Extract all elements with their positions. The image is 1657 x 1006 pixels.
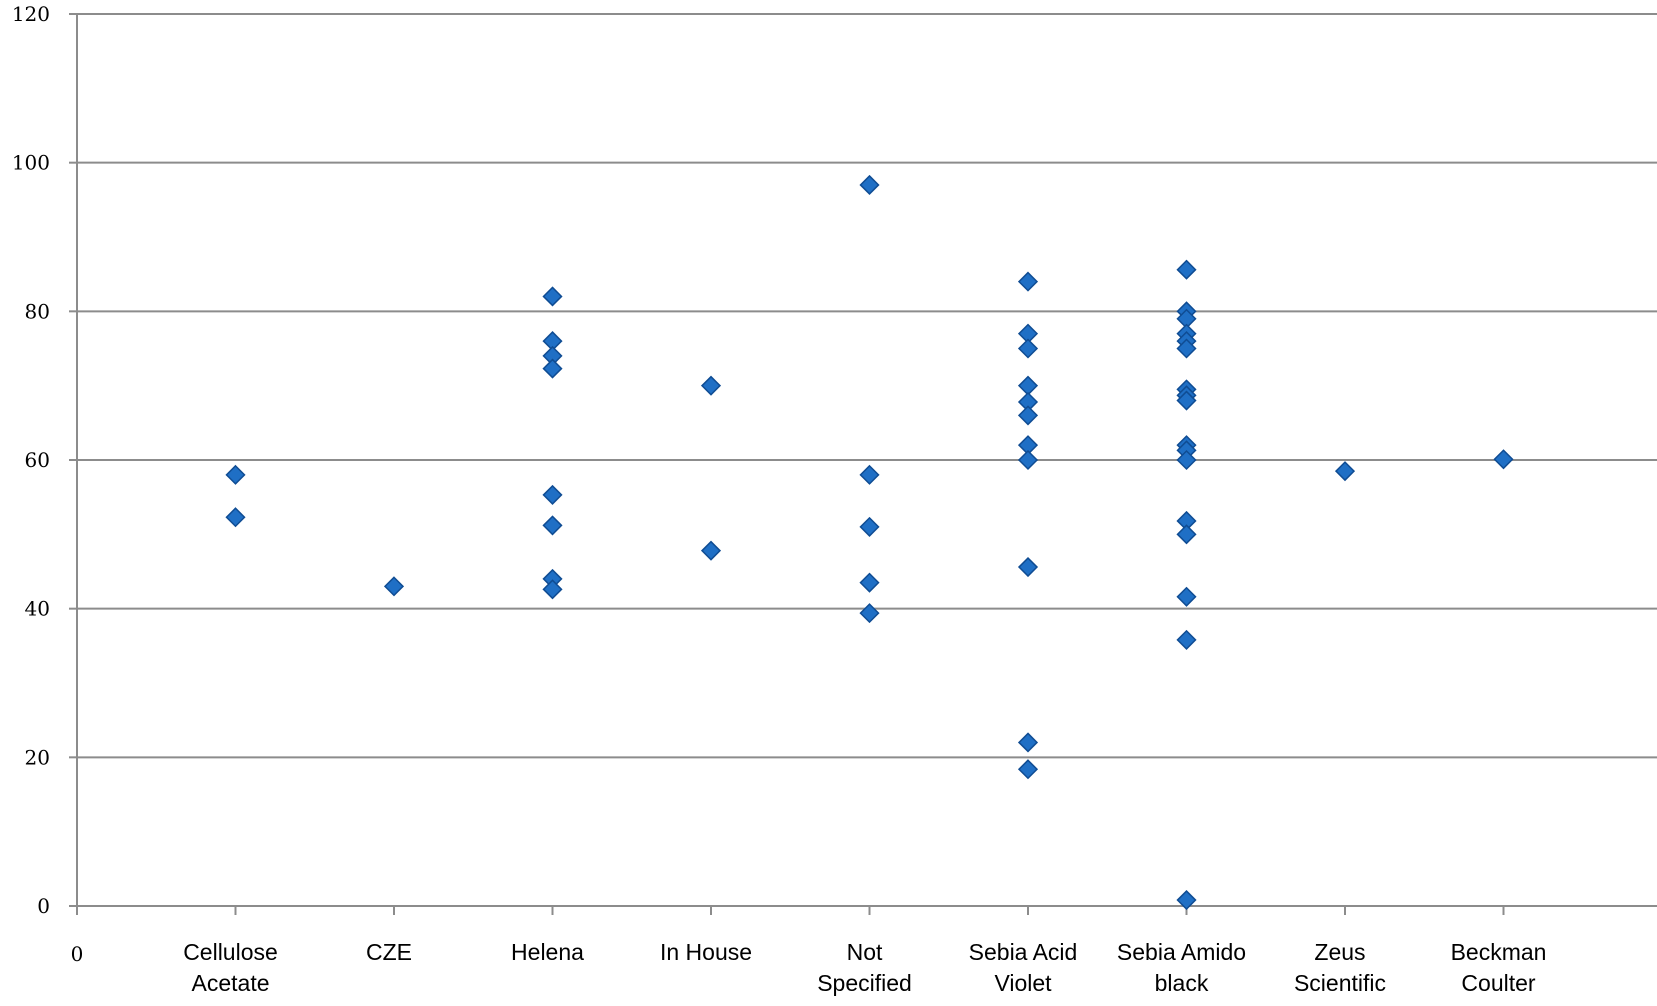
- y-tick-label: 80: [25, 299, 50, 323]
- data-point: [859, 603, 880, 624]
- x-category-label: Zeus: [1314, 939, 1365, 965]
- x-category-label: Beckman: [1451, 939, 1547, 965]
- data-point: [700, 375, 722, 396]
- data-point: [1334, 461, 1356, 482]
- x-tick-label-zero: 0: [71, 942, 84, 966]
- data-points: [225, 174, 1514, 911]
- data-point: [1017, 271, 1039, 292]
- data-point: [225, 507, 246, 528]
- data-point: [1176, 259, 1197, 280]
- y-tick-label: 40: [25, 597, 50, 621]
- data-point: [1176, 629, 1197, 650]
- data-point: [1017, 449, 1039, 471]
- x-category-label: Sebia Amido: [1117, 939, 1246, 965]
- y-tick-label: 60: [25, 448, 50, 472]
- data-point: [1176, 449, 1197, 471]
- data-point: [859, 516, 880, 537]
- x-category-label: black: [1155, 970, 1209, 996]
- data-point: [1017, 556, 1039, 578]
- x-category-label: In House: [660, 939, 752, 965]
- y-tick-labels: 0 20 40 60 80 100 120: [12, 2, 50, 918]
- data-point: [1017, 338, 1039, 359]
- y-tick-label: 120: [12, 2, 50, 26]
- data-point: [859, 464, 880, 485]
- data-point: [542, 358, 563, 379]
- data-point: [1017, 732, 1039, 753]
- data-point: [1493, 449, 1514, 470]
- data-point: [859, 572, 880, 593]
- data-point: [1176, 586, 1197, 607]
- x-tick-labels: 0 Cellulose Acetate CZE Helena In House Not Spe…: [71, 939, 1547, 996]
- x-category-label: Specified: [817, 970, 912, 996]
- axes: [69, 13, 1657, 915]
- data-point: [1176, 889, 1197, 911]
- data-point: [383, 576, 405, 597]
- x-category-label: Helena: [511, 939, 584, 965]
- data-point: [225, 464, 246, 485]
- data-point: [1176, 524, 1197, 545]
- x-category-label: CZE: [366, 939, 412, 965]
- gridlines: [77, 13, 1657, 759]
- x-category-label: Sebia Acid: [969, 939, 1078, 965]
- y-tick-label: 100: [12, 151, 50, 175]
- x-category-label: Violet: [994, 970, 1052, 996]
- x-category-label: Not: [847, 939, 883, 965]
- data-point: [1176, 338, 1197, 359]
- x-category-label: Acetate: [192, 970, 270, 996]
- data-point: [700, 540, 722, 561]
- data-point: [542, 515, 563, 536]
- data-point: [1017, 405, 1039, 426]
- data-point: [1017, 759, 1039, 780]
- y-tick-label: 20: [25, 745, 50, 769]
- x-category-label: Cellulose: [183, 939, 278, 965]
- data-point: [1176, 390, 1197, 411]
- data-point: [542, 579, 563, 600]
- data-point: [859, 174, 880, 196]
- data-point: [542, 286, 563, 307]
- y-tick-label: 0: [37, 894, 50, 918]
- data-point: [542, 484, 563, 505]
- x-category-label: Coulter: [1461, 970, 1535, 996]
- x-category-label: Scientific: [1294, 970, 1386, 996]
